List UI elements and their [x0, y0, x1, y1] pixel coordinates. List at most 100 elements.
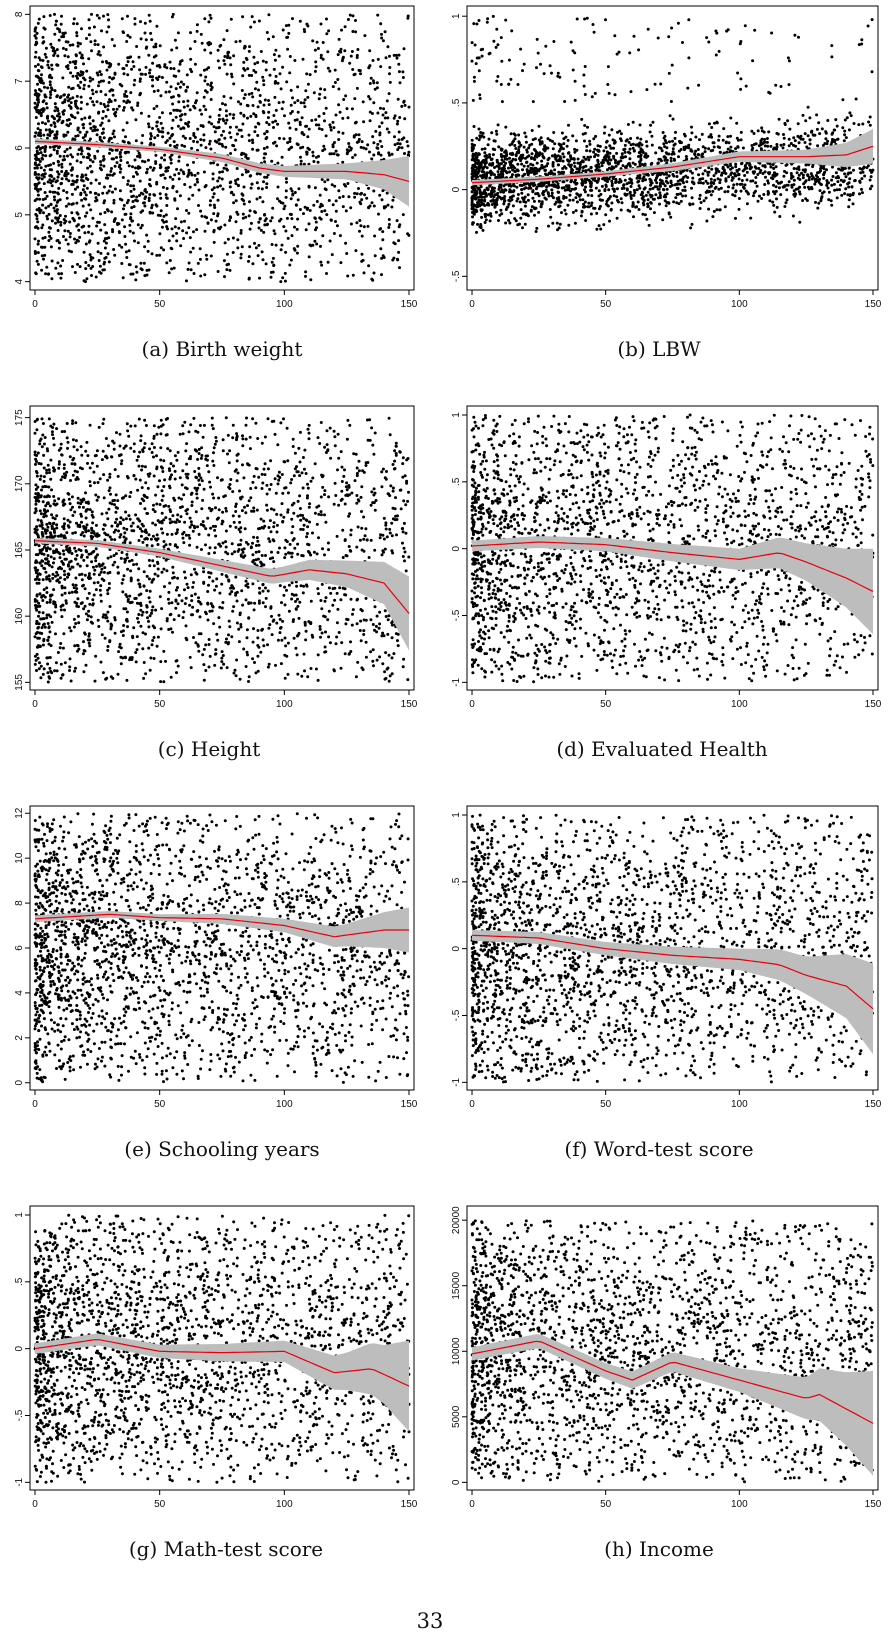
data-point — [332, 232, 336, 235]
data-point — [832, 182, 836, 186]
data-point — [739, 189, 743, 193]
data-point — [49, 181, 53, 185]
data-point — [619, 137, 622, 141]
data-point — [401, 76, 405, 79]
data-point — [589, 165, 593, 169]
data-point — [169, 111, 172, 115]
data-point — [686, 86, 690, 90]
data-point — [689, 169, 692, 173]
data-point — [792, 136, 796, 140]
data-point — [36, 242, 40, 246]
data-point — [323, 180, 327, 184]
data-point — [574, 196, 578, 200]
data-point — [226, 237, 230, 241]
data-point — [125, 101, 129, 105]
data-point — [330, 152, 334, 156]
data-point — [186, 104, 190, 108]
data-point — [315, 242, 319, 246]
data-point — [607, 91, 611, 95]
data-point — [353, 195, 357, 199]
data-point — [573, 147, 577, 151]
data-point — [722, 127, 726, 131]
data-point — [807, 187, 811, 191]
data-point — [74, 134, 78, 138]
data-point — [784, 163, 788, 167]
data-point — [733, 194, 737, 198]
data-point — [694, 149, 698, 153]
data-point — [825, 181, 829, 185]
data-point — [95, 198, 99, 202]
data-point — [631, 201, 635, 205]
data-point — [347, 195, 351, 199]
data-point — [37, 111, 41, 115]
data-point — [843, 118, 847, 122]
data-point — [33, 182, 37, 186]
data-point — [263, 98, 267, 102]
data-point — [82, 126, 86, 130]
data-point — [600, 164, 604, 168]
data-point — [242, 60, 246, 64]
data-point — [707, 166, 711, 170]
data-point — [222, 259, 226, 263]
data-point — [261, 258, 265, 262]
data-point — [597, 207, 601, 211]
data-point — [571, 198, 575, 202]
data-point — [313, 69, 317, 73]
data-point — [220, 177, 224, 181]
data-point — [632, 149, 636, 153]
data-point — [721, 138, 725, 142]
data-point — [40, 73, 43, 77]
data-point — [368, 64, 372, 68]
data-point — [276, 161, 280, 165]
data-point — [713, 178, 717, 182]
data-point — [46, 60, 50, 63]
data-point — [57, 28, 61, 32]
data-point — [355, 192, 359, 196]
data-point — [216, 179, 220, 183]
data-point — [775, 131, 779, 135]
data-point — [202, 68, 206, 72]
data-point — [683, 189, 687, 192]
data-point — [868, 115, 872, 119]
data-point — [636, 180, 640, 184]
data-point — [65, 118, 69, 122]
data-point — [665, 176, 669, 180]
data-point — [543, 145, 547, 149]
data-point — [328, 239, 332, 243]
data-point — [94, 275, 98, 279]
data-point — [84, 267, 88, 271]
data-point — [574, 187, 578, 190]
data-point — [830, 178, 834, 182]
data-point — [296, 110, 300, 114]
data-point — [144, 46, 148, 50]
data-point — [514, 153, 518, 157]
data-point — [102, 45, 106, 49]
data-point — [91, 77, 95, 81]
data-point — [775, 172, 779, 176]
data-point — [780, 180, 783, 184]
data-point — [854, 97, 858, 101]
data-point — [472, 210, 476, 214]
data-point — [333, 141, 336, 144]
data-point — [731, 193, 735, 197]
data-point — [786, 119, 790, 123]
data-point — [502, 154, 506, 158]
data-point — [308, 209, 312, 212]
data-point — [33, 199, 37, 203]
data-point — [35, 74, 39, 78]
data-point — [471, 221, 475, 225]
data-point — [620, 187, 624, 190]
data-point — [726, 147, 730, 151]
data-point — [355, 221, 359, 225]
data-point — [486, 213, 490, 217]
data-point — [608, 219, 611, 223]
data-point — [321, 234, 325, 238]
data-point — [727, 185, 730, 189]
data-point — [207, 66, 211, 70]
data-point — [372, 153, 376, 157]
data-point — [188, 185, 192, 189]
data-point — [560, 170, 564, 174]
data-point — [785, 171, 789, 175]
data-point — [262, 83, 266, 87]
data-point — [334, 113, 338, 117]
